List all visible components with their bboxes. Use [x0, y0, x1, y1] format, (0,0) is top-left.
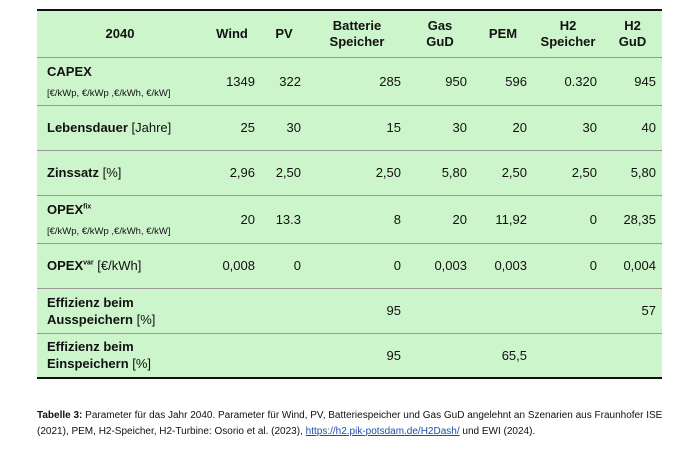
header-gas-gud: Gas GuD: [426, 17, 454, 49]
header-year: 2040: [105, 25, 135, 41]
cell: [533, 333, 603, 378]
table-row: OPEXvar [€/kWh] 0,008 0 0 0,003 0,003 0 …: [37, 243, 662, 288]
table-row: Zinssatz [%] 2,96 2,50 2,50 5,80 2,50 2,…: [37, 150, 662, 195]
table-row: Lebensdauer [Jahre] 25 30 15 30 20 30 40: [37, 105, 662, 150]
cell: [473, 288, 533, 333]
cell: 0: [293, 258, 301, 273]
table-row: OPEXfix [€/kWp, €/kWp ,€/kWh, €/kW] 20 1…: [37, 195, 662, 243]
cell: 5,80: [441, 165, 467, 180]
cell: [533, 288, 603, 333]
table-row: Effizienz beim Einspeichern [%] 95 65,5: [37, 333, 662, 378]
caption-text: Parameter für das Jahr 2040. Parameter f…: [37, 410, 663, 437]
header-h2-gud: H2 GuD: [618, 17, 647, 49]
parameter-table: 2040 Wind PV Batterie Speicher Gas GuD PEM…: [37, 9, 662, 379]
cell: 11,92: [495, 211, 527, 227]
cell: 20: [512, 120, 527, 135]
cell: 285: [379, 73, 401, 89]
cell: 8: [393, 211, 401, 227]
cell: 20: [240, 211, 255, 227]
cell: 0,003: [434, 258, 467, 273]
cell: 945: [634, 73, 656, 89]
cell: [203, 288, 261, 333]
cell: 28,35: [623, 211, 656, 227]
cell: [261, 333, 307, 378]
row-label-capex: CAPEX [€/kWp, €/kWp ,€/kWh, €/kW]: [47, 63, 171, 99]
cell: 95: [386, 303, 401, 318]
caption-text-end: und EWI (2024).: [459, 426, 536, 437]
cell: 13.3: [275, 211, 301, 227]
table-row: Effizienz beim Ausspeichern [%] 95 57: [37, 288, 662, 333]
cell: 0,003: [494, 258, 527, 273]
cell: 596: [505, 73, 527, 89]
cell: 40: [641, 120, 656, 135]
cell: [603, 333, 662, 378]
row-label-opex-fix: OPEXfix [€/kWp, €/kWp ,€/kWh, €/kW]: [47, 201, 171, 237]
row-label-effizienz-ausspeichern: Effizienz beim Ausspeichern [%]: [47, 294, 156, 327]
row-label-effizienz-einspeichern: Effizienz beim Einspeichern [%]: [47, 339, 152, 372]
cell: [407, 333, 473, 378]
cell: 2,50: [275, 165, 301, 180]
row-label-lebensdauer: Lebensdauer [Jahre]: [47, 120, 172, 135]
header-batterie-speicher: Batterie Speicher: [329, 17, 385, 49]
cell: 30: [452, 120, 467, 135]
cell: 1349: [226, 73, 255, 89]
cell: 25: [240, 120, 255, 135]
cell: 0,004: [623, 258, 656, 273]
row-label-opex-var: OPEXvar [€/kWh]: [47, 258, 142, 273]
cell: 30: [582, 120, 597, 135]
table-caption: Tabelle 3: Parameter für das Jahr 2040. …: [37, 408, 667, 440]
cell: 20: [452, 211, 467, 227]
cell: 5,80: [630, 165, 656, 180]
header-pem: PEM: [488, 25, 518, 41]
cell: [203, 333, 261, 378]
header-row: 2040 Wind PV Batterie Speicher Gas GuD PEM…: [37, 10, 662, 57]
table-row: CAPEX [€/kWp, €/kWp ,€/kWh, €/kW] 1349 3…: [37, 57, 662, 105]
header-wind: Wind: [216, 25, 248, 41]
caption-link[interactable]: https://h2.pik-potsdam.de/H2Dash/: [305, 426, 460, 437]
cell: 2,50: [501, 165, 527, 180]
cell: 30: [286, 120, 301, 135]
cell: [261, 288, 307, 333]
caption-label: Tabelle 3:: [37, 410, 83, 421]
header-h2-speicher: H2 Speicher: [540, 17, 596, 49]
cell: 57: [641, 303, 656, 318]
cell: 15: [386, 120, 401, 135]
cell: 0: [393, 258, 401, 273]
cell: 0,008: [222, 258, 255, 273]
parameter-table-container: 2040 Wind PV Batterie Speicher Gas GuD PEM…: [37, 9, 662, 379]
cell: 950: [445, 73, 467, 89]
cell: 0.320: [564, 73, 597, 89]
cell: 95: [386, 347, 401, 363]
row-label-zinssatz: Zinssatz [%]: [47, 165, 122, 180]
cell: 2,50: [571, 165, 597, 180]
cell: 65,5: [501, 347, 527, 363]
cell: [407, 288, 473, 333]
cell: 322: [279, 73, 301, 89]
header-pv: PV: [275, 25, 293, 41]
cell: 0: [589, 211, 597, 227]
cell: 0: [589, 258, 597, 273]
cell: 2,50: [375, 165, 401, 180]
cell: 2,96: [229, 165, 255, 180]
